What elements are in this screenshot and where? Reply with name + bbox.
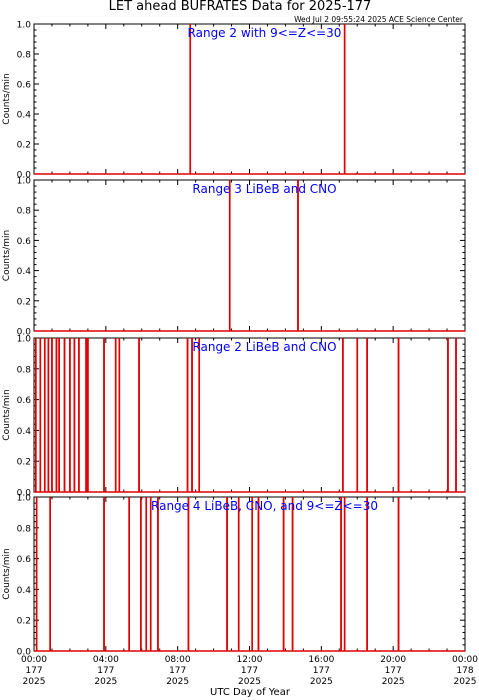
y-tick-label: 0.6 — [17, 396, 32, 406]
plot-frame — [33, 337, 466, 493]
y-axis-label: Counts/min — [2, 389, 12, 440]
y-tick-label: 1.0 — [17, 21, 32, 31]
series-line — [34, 338, 465, 493]
series-line — [34, 497, 465, 652]
x-tick-time: 08:00 — [165, 655, 191, 665]
y-tick-label: 0.0 — [17, 171, 32, 181]
y-tick-label: 0.8 — [17, 524, 32, 534]
x-tick-year: 2025 — [310, 677, 333, 687]
y-tick-label: 0.0 — [17, 489, 32, 499]
y-tick-label: 1.0 — [17, 177, 32, 187]
x-tick-time: 12:00 — [237, 655, 263, 665]
x-tick-doy: 177 — [241, 666, 258, 676]
y-tick-label: 0.8 — [17, 207, 32, 217]
x-tick-time: 00:00 — [21, 655, 47, 665]
panels: 0.0 0.2 0.4 0.6 0.8 1.0 Counts/min Range 2 with… — [2, 21, 466, 658]
x-tick-year: 2025 — [94, 677, 117, 687]
series-line — [34, 180, 465, 332]
panel-title: Range 4 LiBeB, CNO, and 9<=Z<=30 — [151, 499, 378, 513]
y-tick-label: 1.0 — [17, 335, 32, 345]
panel-3: 0.0 0.2 0.4 0.6 0.8 1.0 Counts/min Range 2 LiBe… — [2, 335, 466, 499]
y-tick-label: 0.2 — [17, 617, 31, 627]
y-tick-label: 0.0 — [17, 328, 32, 338]
panel-title: Range 2 LiBeB and CNO — [192, 340, 336, 354]
y-tick-label: 0.2 — [17, 141, 31, 151]
y-tick-label: 0.6 — [17, 81, 32, 91]
y-tick-label: 0.4 — [17, 427, 32, 437]
y-tick-label: 0.2 — [17, 458, 31, 468]
panel-title: Range 3 LiBeB and CNO — [192, 182, 336, 196]
panel-title: Range 2 with 9<=Z<=30 — [188, 26, 342, 40]
x-tick-year: 2025 — [23, 677, 46, 687]
x-tick-time: 16:00 — [308, 655, 334, 665]
y-axis-label: Counts/min — [2, 230, 12, 281]
y-tick-label: 1.0 — [17, 494, 32, 504]
y-tick-label: 0.8 — [17, 51, 32, 61]
x-tick-year: 2025 — [166, 677, 189, 687]
y-axis-label: Counts/min — [2, 548, 12, 599]
y-tick-label: 0.2 — [17, 297, 31, 307]
x-tick-doy: 178 — [456, 666, 473, 676]
y-tick-label: 0.0 — [17, 648, 32, 658]
y-tick-label: 0.4 — [17, 111, 32, 121]
x-tick-time: 00:00 — [452, 655, 478, 665]
y-tick-label: 0.4 — [17, 267, 32, 277]
x-axis-label: UTC Day of Year — [210, 687, 291, 698]
chart-title: LET ahead BUFRATES Data for 2025-177 — [109, 0, 372, 14]
series-line — [34, 24, 465, 175]
x-tick-doy: 177 — [313, 666, 330, 676]
y-tick-label: 0.6 — [17, 237, 32, 247]
x-tick-year: 2025 — [238, 677, 261, 687]
x-tick-time: 20:00 — [380, 655, 406, 665]
x-tick-doy: 177 — [97, 666, 114, 676]
x-tick-time: 04:00 — [93, 655, 119, 665]
y-tick-label: 0.4 — [17, 586, 32, 596]
plot-frame — [33, 179, 466, 332]
y-axis-label: Counts/min — [2, 73, 12, 124]
x-tick-doy: 177 — [25, 666, 42, 676]
y-tick-label: 0.6 — [17, 555, 32, 565]
timestamp: Wed Jul 2 09:55:24 2025 ACE Science Cent… — [294, 15, 464, 24]
x-tick-doy: 177 — [385, 666, 402, 676]
x-tick-year: 2025 — [454, 677, 477, 687]
plot-frame — [33, 496, 466, 652]
panel-1: 0.0 0.2 0.4 0.6 0.8 1.0 Counts/min Range 2 with… — [2, 21, 466, 181]
x-tick-year: 2025 — [382, 677, 405, 687]
panel-4: 0.0 0.2 0.4 0.6 0.8 1.0 Counts/min Range 4 LiBe… — [2, 494, 466, 658]
plot-frame — [33, 23, 466, 175]
panel-2: 0.0 0.2 0.4 0.6 0.8 1.0 Counts/min Range 3 LiBe… — [2, 177, 466, 338]
x-axis-ticks: 00:00177202504:00177202508:00177202512:0… — [21, 655, 478, 687]
y-tick-label: 0.8 — [17, 365, 32, 375]
x-tick-doy: 177 — [169, 666, 186, 676]
